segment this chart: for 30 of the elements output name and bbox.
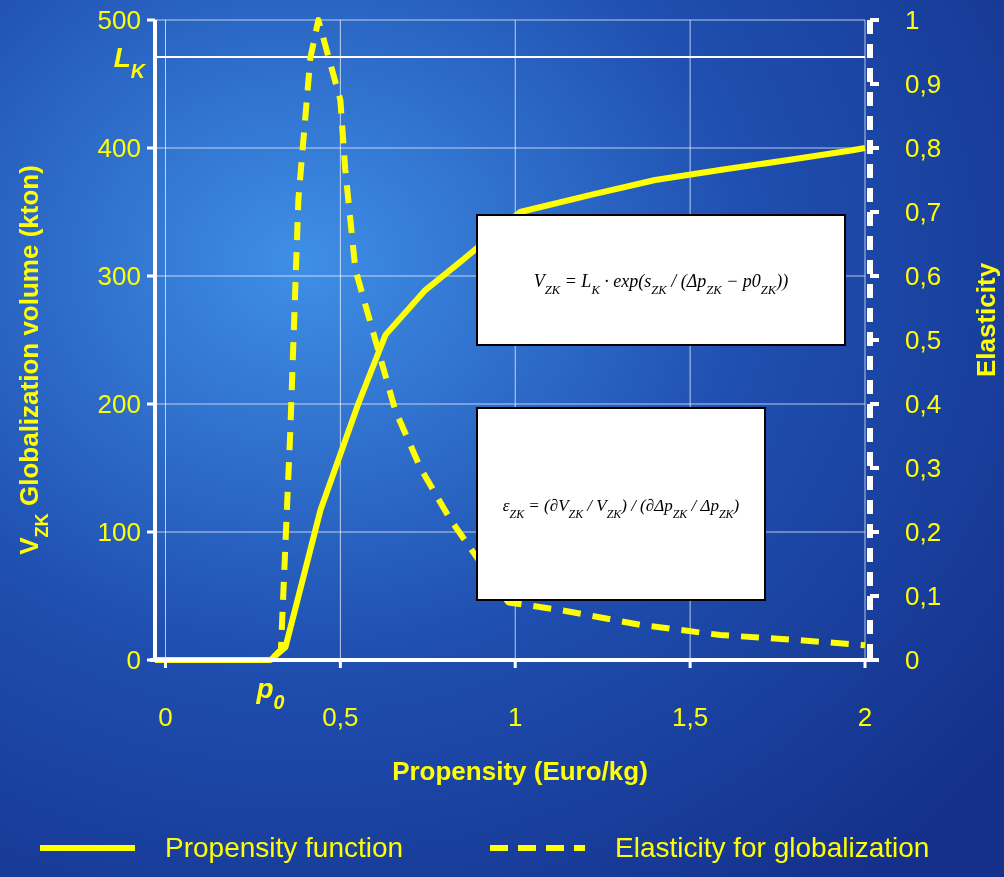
x-tick-label: 2 <box>857 702 873 732</box>
text: ε$_{ZK}$ = (∂V$_{ZK}$ / V$_{ZK}$) / (∂Δp$_{ZK}$ / Δp$_{ZK}$) <box>502 496 740 521</box>
y2-tick-label: 0,5 <box>905 325 942 355</box>
x-axis-title: Propensity (Euro/kg) <box>392 756 648 786</box>
text: V$_{ZK}$ = L$_{K}$ · exp(s$_{ZK}$ / (Δp$_{ZK}$ − p0$_{ZK}$)) <box>533 271 789 297</box>
x-tick-label: 1 <box>508 702 523 732</box>
annotation: p$_{0}$ <box>255 673 285 713</box>
y2-tick-label: 0 <box>905 645 920 675</box>
ref-line-label: L$_{K}$ <box>113 42 147 83</box>
y-tick-label: 300 <box>97 261 141 291</box>
y2-tick-label: 1 <box>905 5 920 35</box>
y-tick-label: 400 <box>97 133 141 163</box>
x-tick-label: 0 <box>158 702 173 732</box>
y-tick-label: 500 <box>97 5 141 35</box>
y-tick-label: 100 <box>97 517 141 547</box>
legend-label: Elasticity for globalization <box>615 832 930 863</box>
y2-tick-label: 0,7 <box>905 197 942 227</box>
y2-tick-label: 0,6 <box>905 261 942 291</box>
x-tick-label: 0,5 <box>322 702 359 732</box>
y2-tick-label: 0,4 <box>905 389 942 419</box>
y2-tick-label: 0,3 <box>905 453 942 483</box>
x-tick-label: 1,5 <box>672 702 709 732</box>
y2-tick-label: 0,8 <box>905 133 942 163</box>
y-tick-label: 0 <box>126 645 141 675</box>
y2-tick-label: 0,1 <box>905 581 942 611</box>
y2-axis-title: Elasticity <box>971 262 1001 378</box>
y2-tick-label: 0,9 <box>905 69 942 99</box>
y-tick-label: 200 <box>97 389 141 419</box>
y2-tick-label: 0,2 <box>905 517 942 547</box>
legend-label: Propensity function <box>165 832 404 863</box>
